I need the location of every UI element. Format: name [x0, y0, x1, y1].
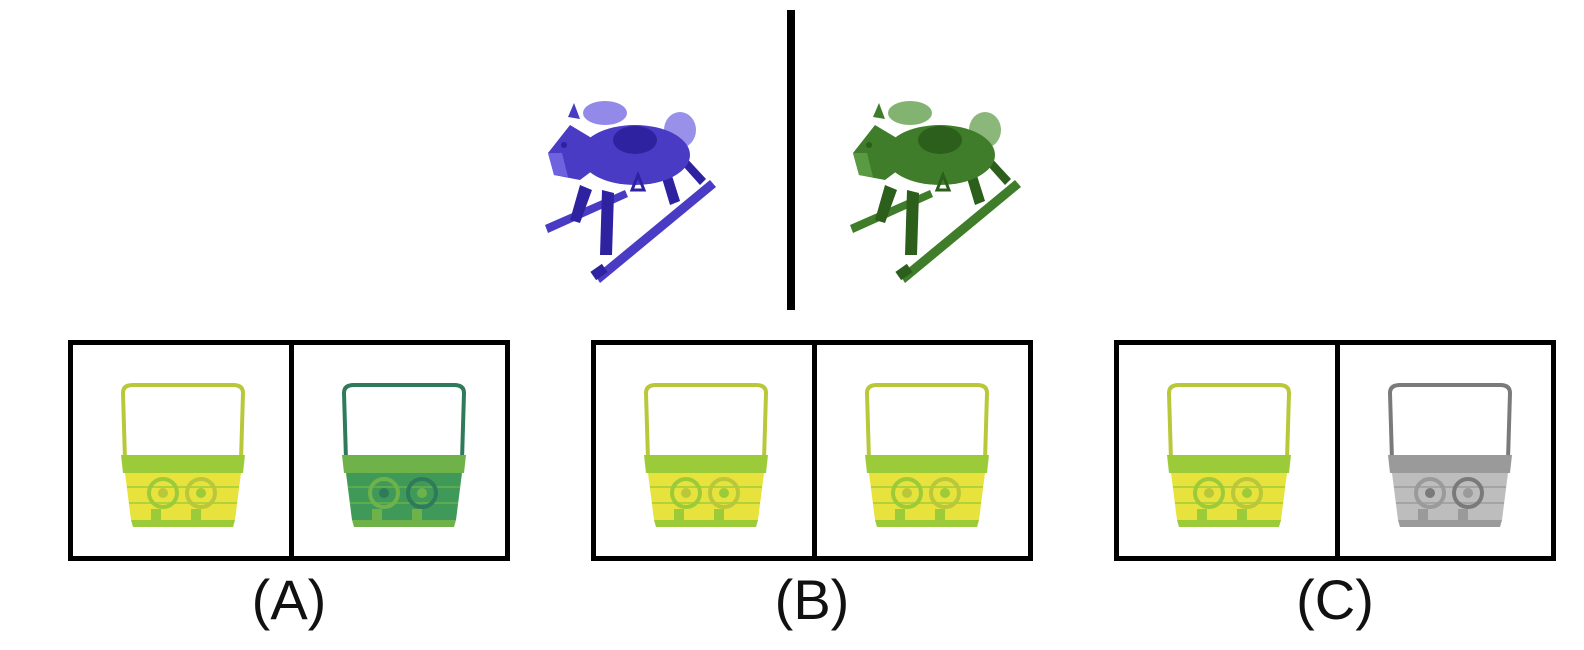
panel-divider [289, 345, 294, 556]
panel-divider [1335, 345, 1340, 556]
rocking-horse-icon [545, 101, 716, 283]
rocking-horse-icon [850, 101, 1021, 283]
basket-cell-right [294, 345, 510, 556]
basket-cell-left [1119, 345, 1335, 556]
basket-icon [120, 383, 246, 527]
basket-cell-left [73, 345, 289, 556]
horse-right [845, 95, 1030, 295]
option-panel-a[interactable] [68, 340, 510, 561]
option-label-c: (C) [1296, 568, 1374, 631]
basket-cell-right [1340, 345, 1556, 556]
option-panel-b[interactable] [591, 340, 1033, 561]
option-panel-c[interactable] [1114, 340, 1556, 561]
basket-icon [341, 383, 467, 527]
basket-cell-left [596, 345, 812, 556]
horse-left [540, 95, 725, 295]
basket-icon [643, 383, 769, 527]
basket-icon [1387, 383, 1513, 527]
panel-divider [812, 345, 817, 556]
option-label-a: (A) [251, 568, 327, 631]
basket-cell-right [817, 345, 1033, 556]
basket-icon [1166, 383, 1292, 527]
option-label-b: (B) [774, 568, 850, 631]
basket-icon [864, 383, 990, 527]
top-divider [787, 10, 795, 310]
